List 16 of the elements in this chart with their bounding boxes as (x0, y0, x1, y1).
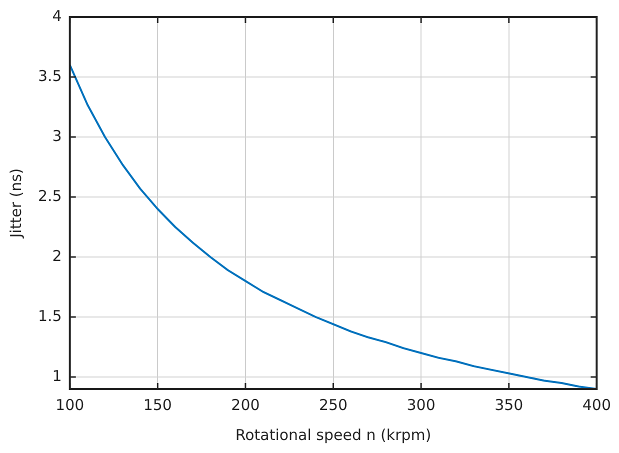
x-tick-label: 300 (406, 396, 436, 414)
x-tick-label: 150 (143, 396, 172, 414)
x-tick-label: 250 (318, 396, 348, 414)
x-tick-label: 200 (231, 396, 260, 414)
x-tick-label: 350 (494, 396, 524, 414)
x-axis-title: Rotational speed n (krpm) (235, 426, 432, 444)
y-tick-label: 2.5 (38, 186, 62, 205)
y-tick-label: 2 (52, 246, 62, 265)
x-tick-label: 100 (56, 396, 84, 414)
x-tick-label: 400 (582, 396, 612, 414)
y-tick-label: 1.5 (38, 306, 62, 325)
y-tick-label: 4 (52, 6, 62, 25)
y-tick-label: 3.5 (38, 66, 62, 85)
y-tick-label: 3 (52, 126, 62, 145)
y-axis-title: Jitter (ns) (6, 168, 25, 239)
y-tick-label: 1 (52, 366, 62, 385)
